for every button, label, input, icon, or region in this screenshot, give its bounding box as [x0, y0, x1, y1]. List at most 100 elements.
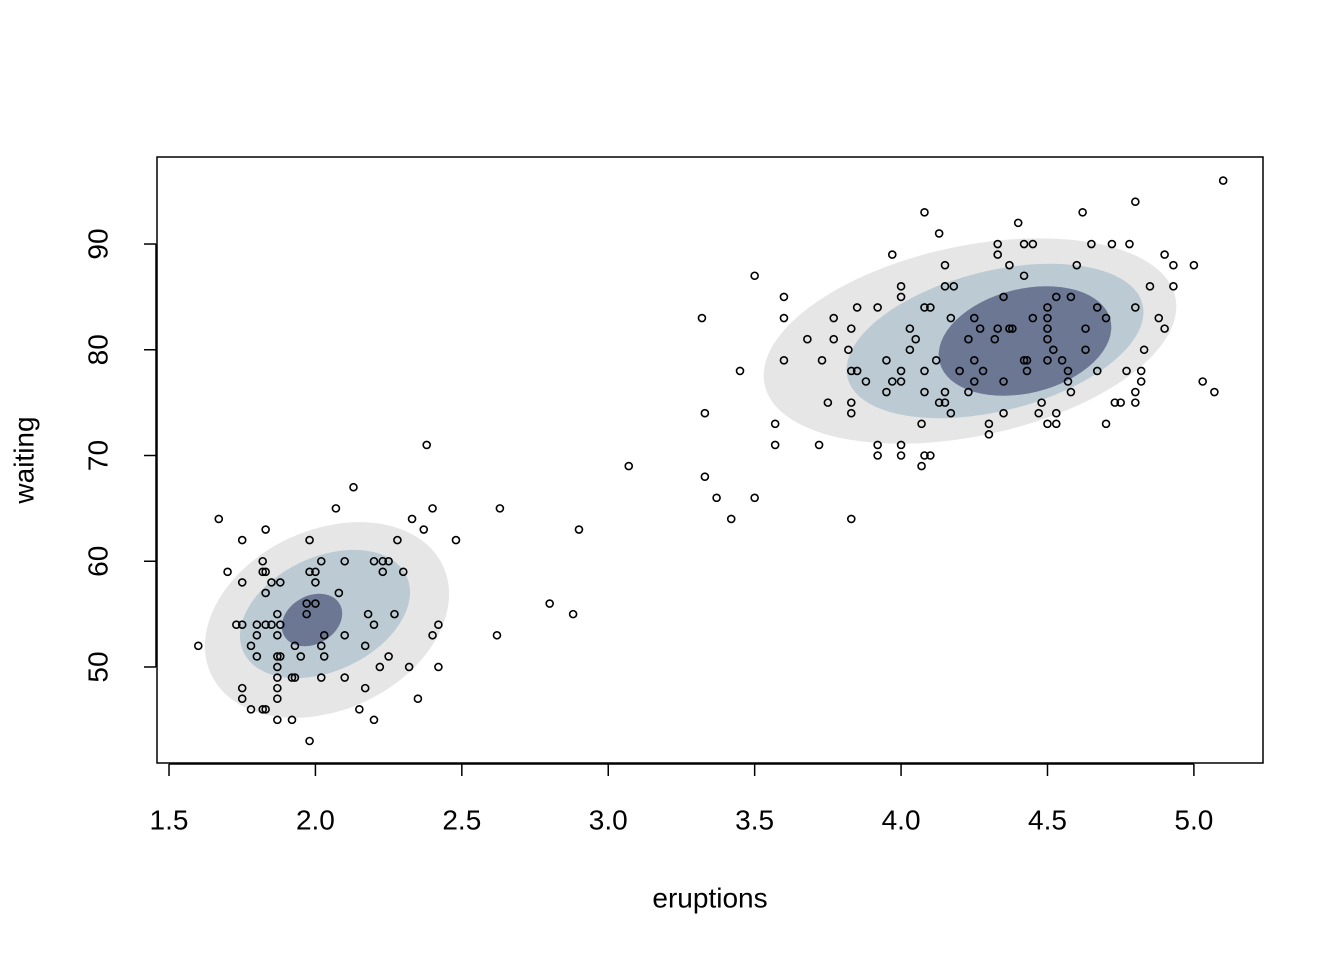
- point: [311, 578, 320, 587]
- point: [946, 313, 956, 323]
- point: [1043, 334, 1052, 344]
- point: [369, 715, 379, 725]
- point: [275, 652, 285, 661]
- point: [873, 451, 882, 460]
- point: [258, 556, 268, 566]
- point: [735, 366, 745, 376]
- point: [1043, 313, 1052, 323]
- point: [1131, 303, 1140, 312]
- point: [882, 387, 891, 397]
- point: [1160, 250, 1169, 259]
- point: [946, 408, 956, 418]
- point: [969, 356, 979, 365]
- point: [252, 630, 262, 640]
- point: [999, 377, 1008, 386]
- point: [355, 704, 364, 714]
- point: [252, 620, 262, 629]
- point: [319, 630, 329, 640]
- point: [1087, 239, 1096, 249]
- point: [1034, 408, 1043, 418]
- point: [896, 366, 906, 376]
- point: [999, 292, 1008, 302]
- point: [1081, 324, 1090, 333]
- point: [712, 493, 721, 503]
- point: [887, 250, 897, 259]
- point: [829, 313, 839, 323]
- point: [1131, 387, 1140, 397]
- point: [873, 303, 882, 312]
- point: [852, 366, 862, 376]
- point: [1078, 208, 1087, 217]
- point: [1005, 260, 1014, 270]
- point: [770, 440, 780, 450]
- point: [369, 556, 379, 566]
- point: [896, 440, 906, 450]
- point: [969, 377, 979, 386]
- point: [340, 630, 350, 640]
- point: [384, 652, 393, 661]
- point: [1189, 260, 1199, 270]
- point: [237, 535, 247, 545]
- point: [920, 387, 929, 397]
- point: [1116, 398, 1125, 407]
- point: [999, 408, 1008, 418]
- point: [246, 641, 256, 651]
- point: [273, 662, 282, 672]
- point: [273, 694, 282, 704]
- point: [846, 324, 856, 333]
- point: [1169, 282, 1178, 291]
- point: [1125, 239, 1134, 249]
- point: [258, 704, 268, 714]
- point: [1043, 324, 1052, 333]
- point: [846, 408, 856, 418]
- point: [495, 504, 505, 513]
- point: [390, 609, 399, 619]
- point: [814, 440, 824, 450]
- point: [926, 303, 935, 312]
- point: [237, 694, 247, 704]
- point: [1136, 366, 1146, 376]
- point: [384, 556, 393, 566]
- x-tick-label: 4.5: [1028, 804, 1067, 835]
- point: [378, 567, 388, 577]
- y-axis-title: waiting: [8, 416, 39, 504]
- point: [237, 683, 247, 693]
- point: [261, 567, 270, 577]
- point: [419, 525, 429, 534]
- point: [1131, 398, 1140, 407]
- point: [1198, 377, 1207, 386]
- point: [1092, 366, 1102, 376]
- point: [1072, 260, 1082, 270]
- point: [273, 652, 282, 661]
- point: [1063, 366, 1073, 376]
- point: [1066, 292, 1076, 302]
- point: [1081, 345, 1090, 355]
- point: [451, 535, 461, 545]
- point: [340, 673, 350, 682]
- point: [1043, 303, 1052, 312]
- point: [896, 292, 906, 302]
- point: [1008, 324, 1017, 333]
- point: [934, 398, 944, 407]
- point: [920, 303, 929, 312]
- point: [1145, 282, 1155, 291]
- point: [861, 377, 871, 386]
- point: [360, 683, 370, 693]
- point: [1013, 218, 1023, 228]
- point: [428, 504, 437, 513]
- point: [700, 408, 710, 418]
- point: [258, 567, 268, 577]
- point: [1051, 292, 1061, 302]
- point: [1101, 419, 1111, 429]
- point: [273, 630, 282, 640]
- point: [369, 620, 379, 629]
- point: [398, 567, 408, 577]
- point: [275, 620, 285, 629]
- y-tick-label: 60: [82, 546, 113, 577]
- point: [1136, 377, 1146, 386]
- point: [975, 324, 985, 333]
- point: [726, 514, 736, 524]
- point: [267, 620, 276, 629]
- point: [290, 641, 300, 651]
- point: [1043, 419, 1052, 429]
